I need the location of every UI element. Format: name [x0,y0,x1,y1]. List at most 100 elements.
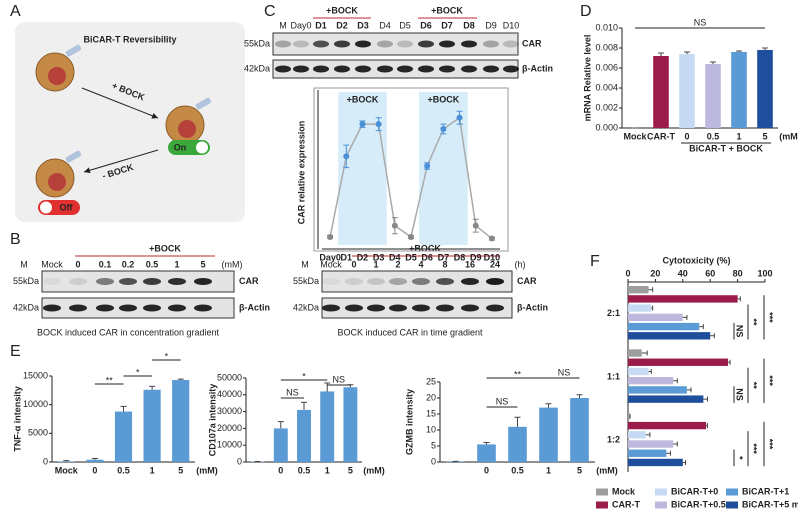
band [43,304,61,312]
y-tick-label: 0 [431,456,436,466]
band [293,40,309,48]
lane-label: D5 [399,20,411,30]
lane-label: 8 [442,259,447,269]
y-tick-label: 15000 [23,370,48,380]
bar [628,449,667,457]
blot-caption: BOCK induced CAR in concentration gradie… [37,327,220,337]
error-bar [177,378,184,381]
legend-swatch [596,488,608,496]
x-tick-label: 60 [705,268,715,278]
bar [273,428,288,462]
x-tick-label: CAR-T [647,131,675,141]
y-tick-label: 10000 [217,440,242,450]
unit-label: (mM) [363,465,385,475]
error-bar [576,394,583,398]
band [486,278,504,285]
receptor [195,97,212,110]
band [96,278,114,285]
protein-label: CAR [522,38,542,48]
band [119,304,137,312]
bar [114,411,133,462]
y-tick-label: 40000 [217,389,242,399]
error-bar [710,61,716,64]
bar [628,421,707,430]
band [96,304,114,312]
bar [539,407,558,462]
error-bar [682,314,688,320]
error-bar [545,403,552,408]
band [334,65,350,73]
x-tick-label: D6 [421,252,433,262]
band [322,304,340,312]
band [69,304,87,312]
band [436,304,454,312]
lane-label: Mock [320,259,342,269]
legend-label: BiCAR-T+0 [671,486,718,496]
legend-label: CAR-T [612,499,640,509]
x-tick-label: Mock [623,131,647,141]
annotation: +BOCK [347,94,379,104]
lane-label: 0 [75,259,80,269]
error-bar [277,421,284,429]
y-tick-label: 1:2 [607,435,620,445]
band [483,65,499,73]
protein-label: β-Actin [522,63,553,73]
point [359,121,366,128]
nucleus [48,173,66,191]
significance-label: *** [765,439,775,450]
blot [41,297,235,319]
error-bar [673,441,678,447]
bar [628,367,649,376]
marker-label: 42kDa [293,302,319,312]
y-tick-label: 1:1 [607,371,620,381]
lane-label: Day0 [290,20,311,30]
band [461,65,477,73]
band [275,40,291,48]
marker-label: 42kDa [244,63,270,73]
x-tick-label: 1 [736,131,741,141]
y-tick-label: 20 [426,392,436,402]
x-tick-label: 40 [678,268,688,278]
bar [570,398,589,462]
band [143,304,161,312]
y-tick-label: 30000 [217,406,242,416]
band [355,65,371,73]
bar [628,304,652,312]
toggle-knob [40,201,52,214]
protein-label: CAR [517,276,537,286]
x-tick-label: 0.5 [298,465,311,475]
y-tick-label: 5000 [28,428,48,438]
treatment-label: +BOCK [409,243,441,253]
bar [705,64,721,128]
y-axis-label: CD107a intensity [207,384,217,457]
unit-label: (mM) [779,131,798,141]
marker-label: 55kDa [13,276,39,286]
y-tick-label: 0.002 [595,102,618,112]
y-tick-label: 0.006 [595,62,618,72]
band [483,40,499,48]
band [461,278,479,285]
x-tick-label: D4 [389,252,401,262]
protein-label: CAR [239,276,259,286]
bar [628,412,630,421]
error-bar [91,458,98,460]
band [322,278,340,285]
marker-label: 42kDa [13,302,39,312]
y-tick-label: 5 [431,440,436,450]
error-bar [699,324,704,330]
y-tick-label: 20000 [217,423,242,433]
y-tick-label: 10000 [23,399,48,409]
error-bar [651,305,654,311]
legend-label: Mock [612,486,636,496]
unit-label: (mM) [222,259,243,269]
blot [272,32,519,56]
significance-label: ** [106,375,114,385]
band [412,278,430,285]
band [69,278,87,285]
error-bar [686,387,692,393]
band [412,304,430,312]
marker-label: 55kDa [293,276,319,286]
nucleus [178,120,196,138]
bar [653,56,669,128]
lane-label: 16 [465,259,475,269]
